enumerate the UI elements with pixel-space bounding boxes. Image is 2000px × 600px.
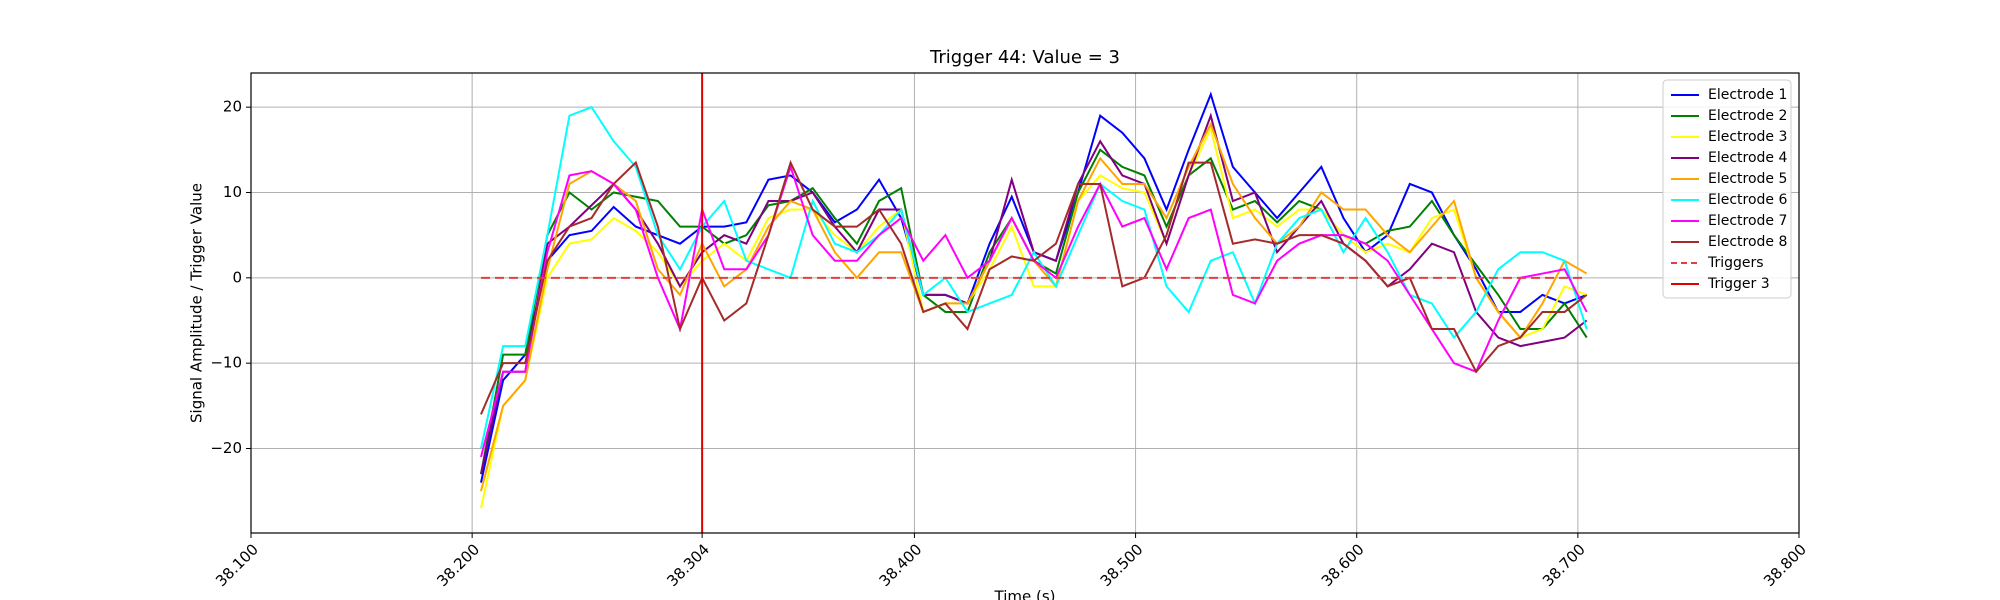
x-tick-label: 38.600: [1318, 540, 1368, 590]
legend-label: Electrode 1: [1708, 87, 1787, 103]
series-line: [480, 112, 1588, 475]
legend-label: Electrode 4: [1708, 150, 1787, 166]
x-tick-label: 38.800: [1760, 540, 1810, 590]
plot-frame: [250, 72, 1800, 534]
y-tick-label: 10: [223, 183, 242, 201]
x-tick-label: 38.500: [1097, 540, 1147, 590]
x-axis-label: Time (s): [994, 588, 1056, 600]
y-axis-label: Signal Amplitude / Trigger Value: [188, 183, 206, 423]
series-line: [480, 91, 1588, 483]
x-tick-label: 38.400: [876, 540, 926, 590]
chart-title: Trigger 44: Value = 3: [929, 47, 1120, 68]
y-tick-label: −10: [210, 354, 242, 372]
x-tick-label: 38.200: [433, 540, 483, 590]
x-tick-label: 38.304: [663, 540, 713, 590]
series-line: [480, 121, 1588, 492]
y-tick-label: 20: [223, 98, 242, 116]
legend-box: [1662, 79, 1792, 299]
legend-label: Electrode 5: [1708, 171, 1787, 187]
legend-label: Triggers: [1707, 255, 1764, 271]
x-tick-label: 38.700: [1539, 540, 1589, 590]
legend-label: Electrode 2: [1708, 108, 1787, 124]
legend-label: Electrode 8: [1708, 234, 1787, 250]
series-line: [480, 163, 1588, 458]
series-line: [480, 125, 1588, 509]
legend-label: Electrode 6: [1708, 192, 1787, 208]
y-tick-label: −20: [210, 439, 242, 457]
legend-label: Electrode 3: [1708, 129, 1787, 145]
series-line: [480, 159, 1588, 415]
y-tick-label: 0: [232, 268, 242, 286]
legend-label: Trigger 3: [1707, 276, 1770, 292]
x-tick-label: 38.100: [212, 540, 262, 590]
legend-label: Electrode 7: [1708, 213, 1787, 229]
